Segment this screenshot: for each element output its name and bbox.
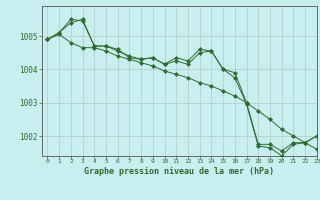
X-axis label: Graphe pression niveau de la mer (hPa): Graphe pression niveau de la mer (hPa)	[84, 167, 274, 176]
